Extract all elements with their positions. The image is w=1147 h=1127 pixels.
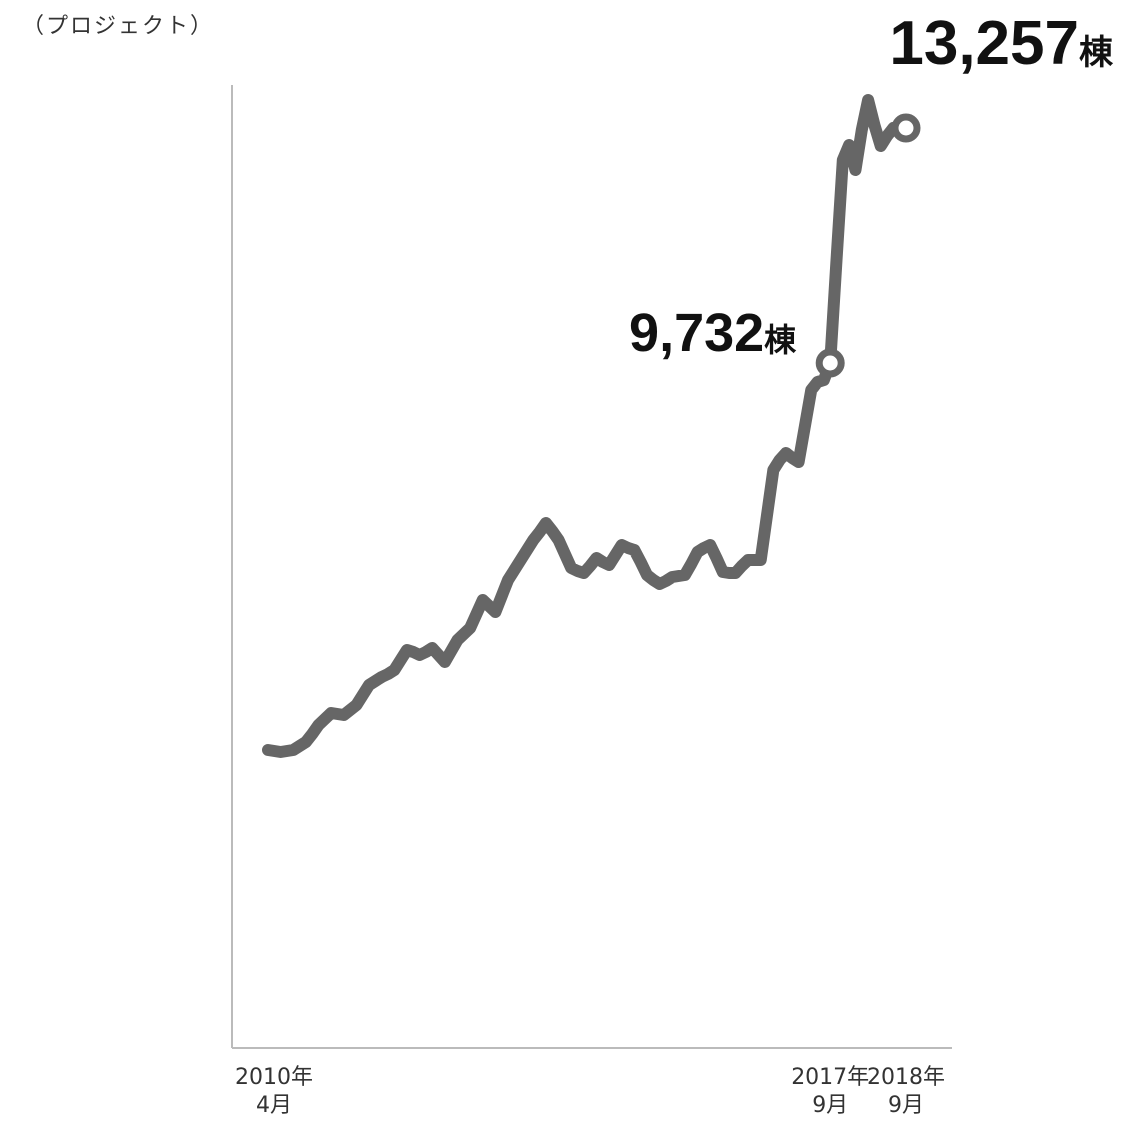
value-label: 9,732棟	[629, 303, 797, 363]
value-label-number: 13,257	[889, 9, 1079, 78]
x-tick-label: 2017年 9月	[791, 1065, 870, 1118]
y-axis-label: （プロジェクト）	[22, 14, 215, 39]
value-label-unit: 棟	[1079, 34, 1114, 72]
point-marker	[815, 348, 845, 378]
value-label-number: 9,732	[629, 303, 764, 363]
x-tick-label: 2018年 9月	[867, 1065, 945, 1118]
value-label: 13,257棟	[889, 9, 1114, 78]
x-tick-label: 2010年 4月	[235, 1065, 313, 1118]
data-line	[262, 94, 912, 758]
value-label-unit: 棟	[764, 322, 797, 358]
point-marker	[891, 113, 921, 143]
